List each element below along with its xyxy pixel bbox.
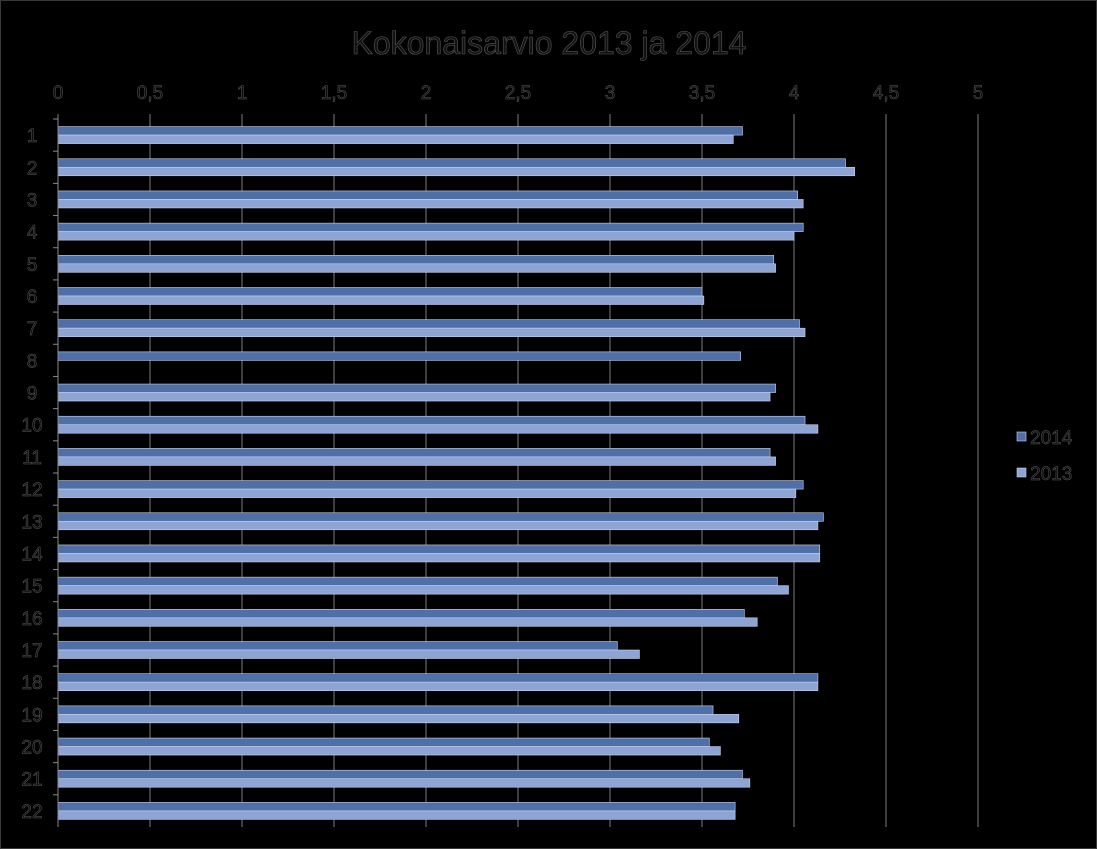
category-label: 6 [27, 287, 38, 308]
legend-swatch-2014 [1016, 431, 1027, 442]
bar-2013-10 [57, 424, 819, 434]
bar-2013-18 [57, 681, 819, 691]
bar-2014-17 [57, 641, 618, 651]
category-label: 22 [21, 802, 42, 823]
bar-2013-20 [57, 746, 721, 756]
bar-2014-20 [57, 737, 710, 747]
category-label: 1 [27, 126, 38, 147]
bar-2014-21 [57, 769, 743, 780]
x-tick-label: 1,5 [321, 83, 347, 104]
bar-2013-9 [57, 392, 771, 402]
category-label: 9 [27, 384, 38, 405]
category-label: 7 [27, 319, 38, 340]
bar-2014-11 [57, 448, 771, 458]
x-tick-label: 4,5 [873, 83, 899, 104]
bar-2013-14 [57, 553, 821, 563]
category-label: 18 [21, 673, 42, 694]
x-tick-label: 4 [789, 83, 800, 104]
category-label: 5 [27, 255, 38, 276]
bar-2013-22 [57, 810, 736, 820]
bar-2013-16 [57, 617, 758, 627]
x-tick-label: 2 [421, 83, 432, 104]
bar-2014-2 [57, 158, 846, 168]
category-label: 16 [21, 609, 42, 630]
legend-swatch-2013 [1016, 467, 1027, 478]
category-label: 15 [21, 577, 42, 598]
bar-2014-3 [57, 190, 798, 200]
bar-2014-18 [57, 673, 819, 683]
category-label: 12 [21, 480, 42, 501]
category-label: 14 [21, 544, 43, 565]
category-label: 11 [22, 448, 42, 469]
bar-2013-4 [57, 231, 795, 241]
bar-2013-13 [57, 520, 819, 531]
bar-2014-16 [57, 609, 745, 619]
bar-2014-19 [57, 705, 714, 715]
category-label: 20 [21, 738, 42, 759]
legend-label-2014: 2014 [1030, 428, 1073, 449]
category-label: 8 [27, 351, 38, 372]
bar-2014-15 [57, 576, 778, 586]
bar-2014-7 [57, 319, 800, 329]
bar-2013-3 [57, 199, 804, 209]
bar-2014-10 [57, 415, 806, 426]
bar-2013-2 [57, 166, 856, 177]
bar-2014-1 [57, 126, 743, 136]
bar-2013-15 [57, 585, 789, 595]
bar-2013-1 [57, 134, 734, 144]
bar-2013-21 [57, 778, 751, 788]
category-label: 3 [27, 190, 38, 211]
chart-title: Kokonaisarvio 2013 ja 2014 [352, 25, 747, 61]
bar-2013-6 [57, 295, 705, 305]
x-tick-label: 0,5 [137, 83, 163, 104]
category-label: 13 [21, 512, 42, 533]
bar-2014-9 [57, 383, 776, 393]
category-label: 10 [21, 416, 42, 437]
bar-2014-5 [57, 255, 775, 265]
bar-2013-11 [57, 456, 776, 466]
bar-2013-19 [57, 714, 740, 724]
x-tick-label: 2,5 [505, 83, 531, 104]
category-label: 4 [27, 223, 38, 244]
bar-2014-14 [57, 544, 821, 554]
bar-2014-8 [57, 351, 741, 361]
category-label: 2 [27, 158, 38, 179]
bar-2014-4 [57, 222, 804, 232]
bar-2013-17 [57, 649, 640, 659]
legend-label-2013: 2013 [1030, 464, 1072, 485]
bar-2014-13 [57, 512, 824, 522]
x-tick-label: 3 [605, 83, 616, 104]
category-label: 19 [21, 705, 42, 726]
bar-2014-12 [57, 480, 804, 490]
bar-2013-12 [57, 488, 797, 498]
category-label: 21 [21, 770, 42, 791]
x-tick-label: 5 [973, 83, 984, 104]
x-tick-label: 3,5 [689, 83, 715, 104]
bar-2013-5 [57, 263, 776, 273]
x-tick-label: 1 [237, 83, 248, 104]
bar-2014-22 [57, 802, 736, 812]
x-tick-label: 0 [53, 83, 64, 104]
bar-2013-7 [57, 327, 806, 337]
bar-2014-6 [57, 287, 703, 297]
legend: 2014 2013 [1016, 428, 1073, 485]
category-label: 17 [21, 641, 42, 662]
axes: 0 0,5 1 1,5 2 2,5 3 3,5 4 4,5 51234567891011121314… [21, 83, 984, 827]
